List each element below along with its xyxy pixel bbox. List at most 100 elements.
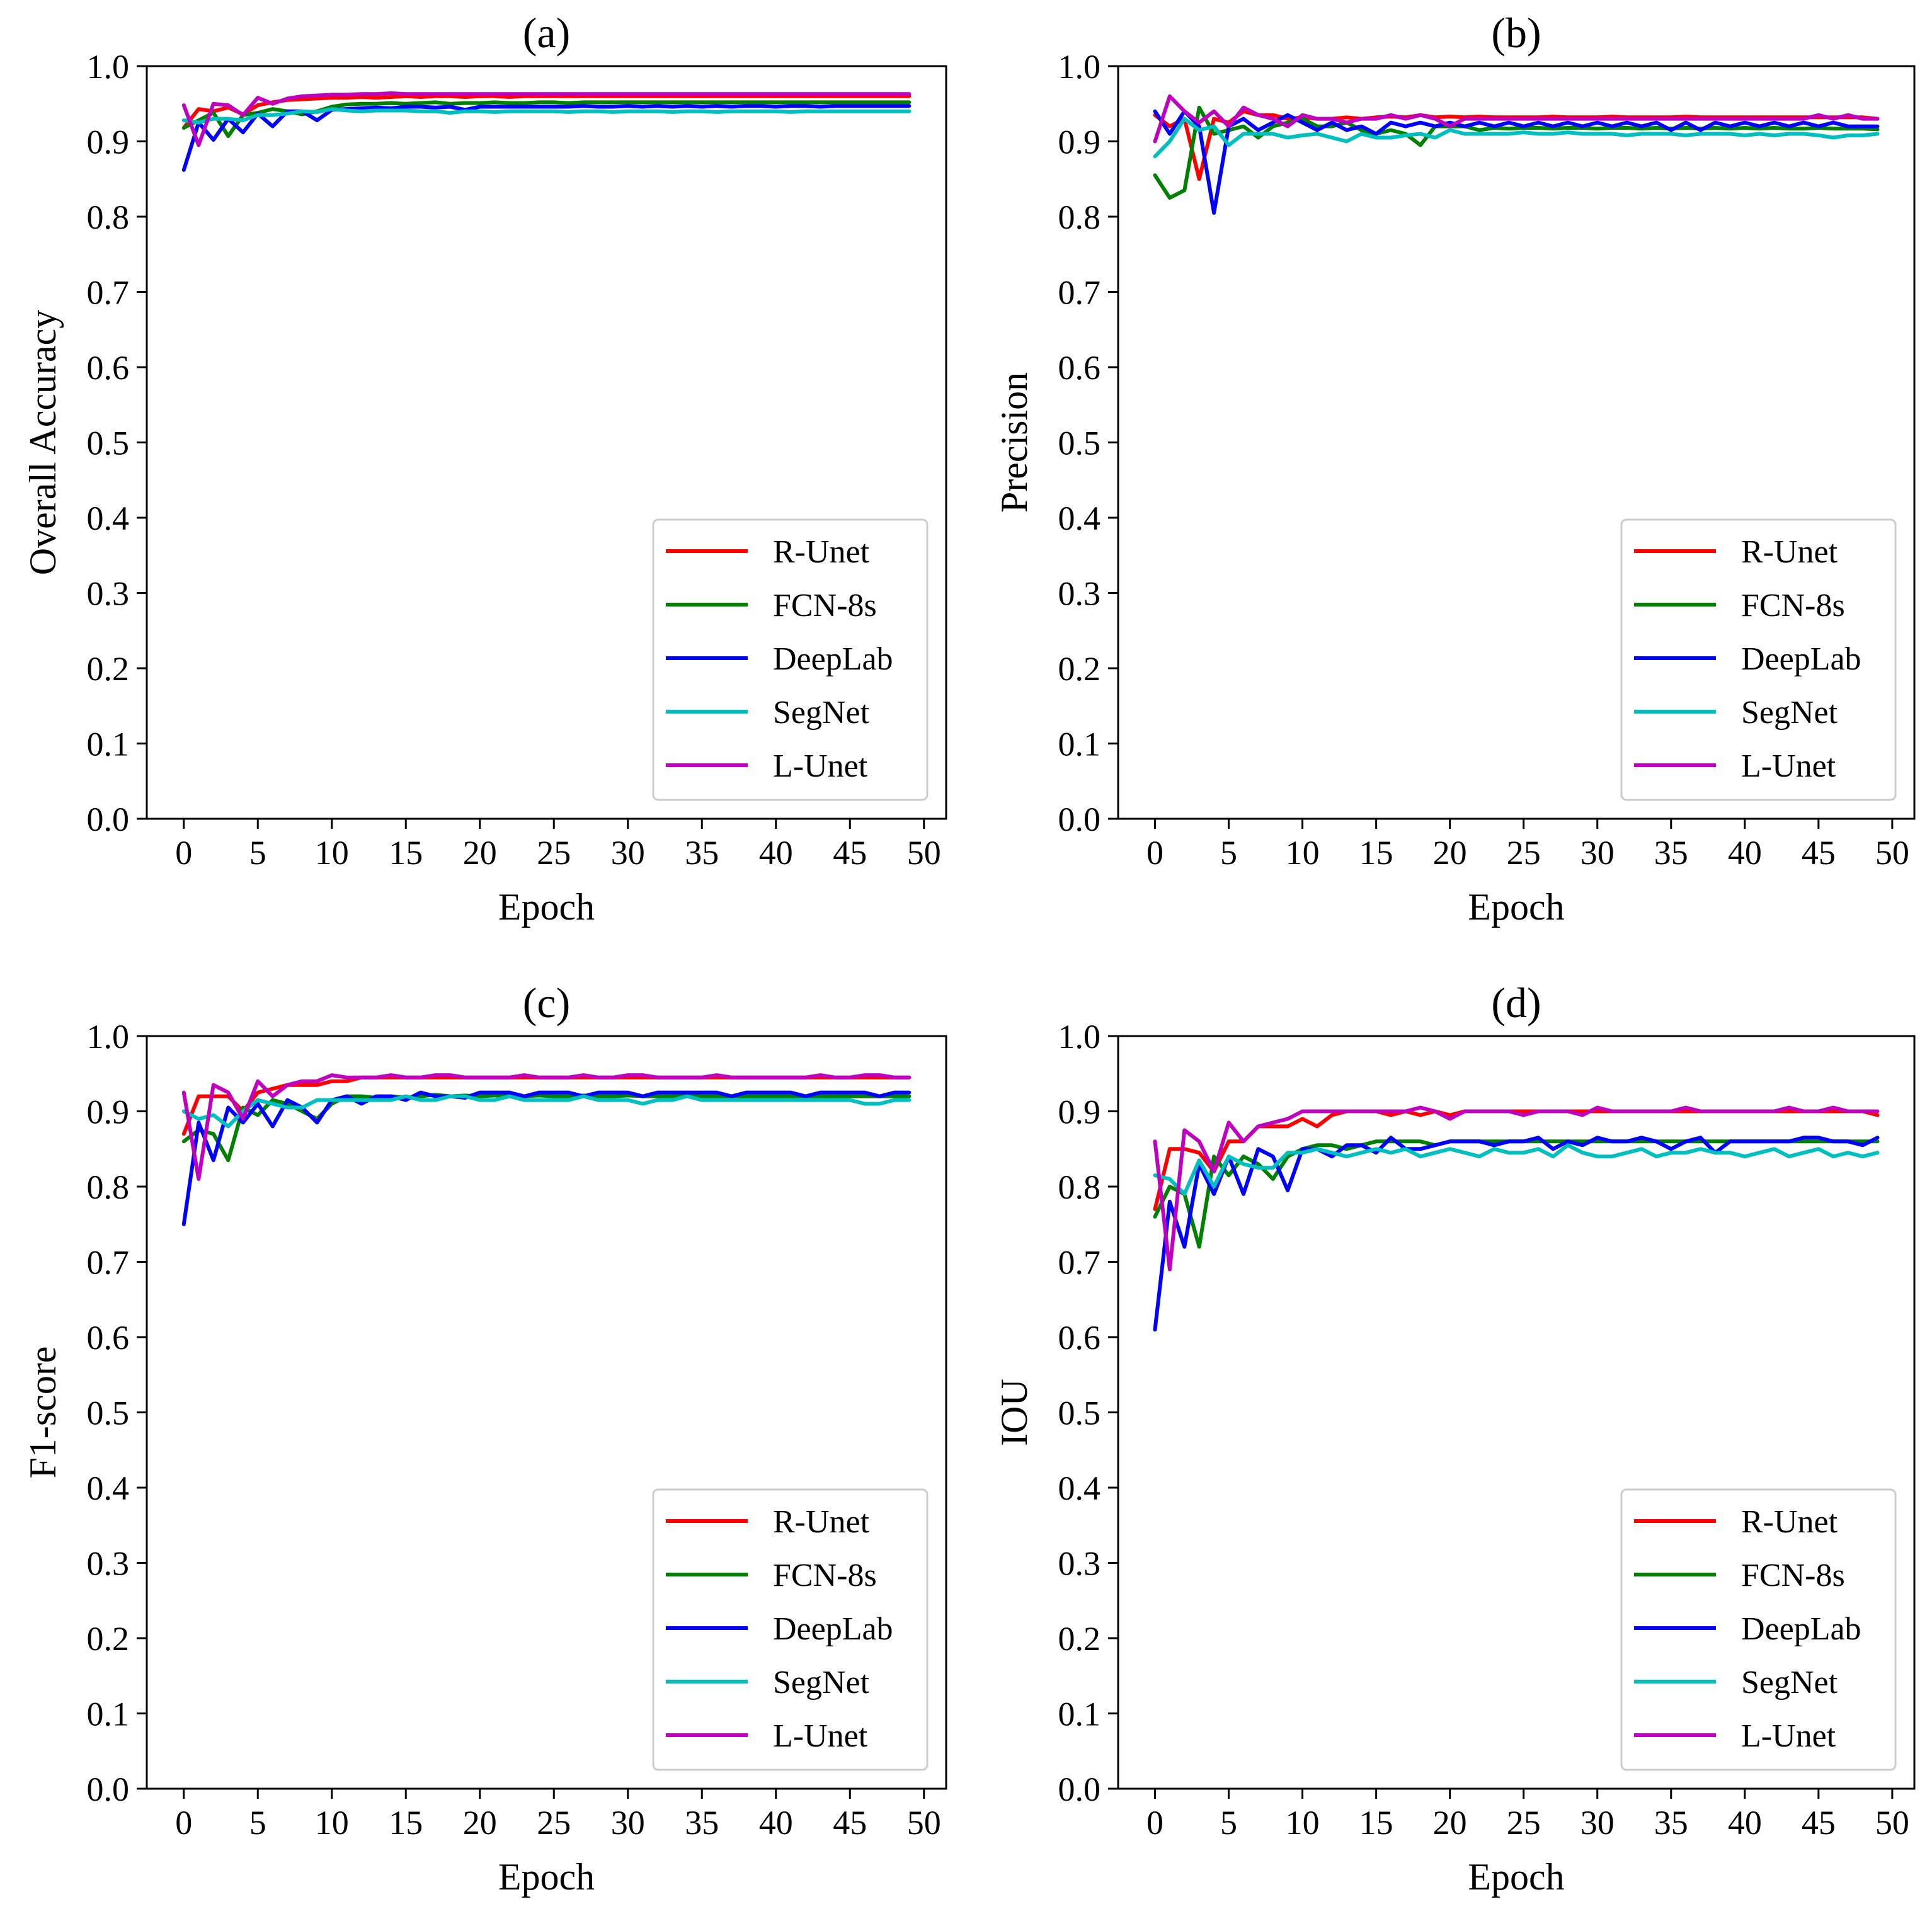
y-tick-label: 0.1 [87,1695,130,1733]
legend-box [1620,1488,1897,1771]
legend-label: DeepLab [773,1611,893,1647]
chart-title: (c) [523,979,570,1027]
chart-title: (b) [1491,9,1541,57]
legend-label: DeepLab [1741,641,1861,677]
y-tick-label: 0.8 [87,1168,130,1206]
y-axis-label: IOU [993,1379,1035,1446]
y-tick-label: 0.0 [1058,801,1101,838]
legend-label: DeepLab [773,641,893,677]
y-tick-label: 0.4 [87,499,130,537]
x-tick-label: 50 [1875,1804,1909,1842]
x-tick-label: 5 [249,834,266,872]
x-tick-label: 25 [537,1804,571,1842]
x-tick-label: 35 [1654,834,1688,872]
x-tick-label: 20 [1433,834,1467,872]
x-axis-label: Epoch [1468,1856,1564,1898]
legend-label: FCN-8s [773,1558,877,1593]
y-tick-label: 0.2 [1058,1620,1101,1658]
chart-title: (d) [1491,979,1541,1027]
y-tick-label: 0.5 [87,1394,130,1432]
x-tick-label: 25 [537,834,571,872]
legend-label: L-Unet [1741,748,1836,784]
series-line-segnet [1153,1143,1880,1196]
y-tick-label: 0.4 [1058,499,1101,537]
y-tick-label: 0.3 [87,575,130,613]
y-tick-label: 0.6 [1058,349,1101,387]
y-tick-label: 0.0 [87,801,130,838]
chart-panel: (d) 0 5 10 15 20 25 30 35 40 45 50 0.0 0.1 0.2 0.3 0.4 0.… [993,979,1916,1898]
x-tick-label: 35 [1654,1804,1688,1842]
y-tick-label: 0.5 [1058,425,1101,462]
y-tick-label: 0.3 [87,1545,130,1583]
y-tick-label: 0.9 [87,1093,130,1131]
x-tick-label: 35 [685,1804,719,1842]
x-tick-label: 0 [175,834,192,872]
x-tick-label: 50 [907,834,941,872]
chart-panel: (b) 0 5 10 15 20 25 30 35 40 45 50 0.0 0.1 0.2 0.3 0.4 0.… [993,9,1916,928]
series-line-l-unet [181,91,912,147]
y-tick-label: 0.0 [87,1770,130,1808]
x-tick-label: 15 [389,834,423,872]
x-tick-label: 40 [1728,834,1762,872]
y-tick-label: 0.2 [87,1620,130,1658]
x-tick-label: 5 [1220,834,1237,872]
x-tick-label: 15 [1359,834,1393,872]
legend: R-Unet FCN-8s DeepLab SegNet L-Unet [652,1488,929,1771]
x-axis-label: Epoch [1468,886,1564,928]
plot-frame [146,1035,947,1790]
legend-label: L-Unet [773,1718,868,1754]
x-tick-label: 20 [1433,1804,1467,1842]
y-tick-label: 0.5 [87,425,130,462]
y-tick-label: 0.7 [1058,1244,1101,1282]
y-tick-label: 0.1 [87,726,130,763]
x-tick-label: 10 [1286,834,1320,872]
legend-label: L-Unet [773,748,868,784]
x-tick-label: 40 [759,834,793,872]
series-line-deeplab [181,1090,912,1226]
y-tick-label: 0.1 [1058,726,1101,763]
y-tick-label: 0.9 [1058,123,1101,161]
x-axis-label: Epoch [498,1856,595,1898]
series-line-deeplab [1153,1136,1880,1332]
series-line-r-unet [181,94,912,130]
series-line-r-unet [1153,109,1880,181]
legend-label: R-Unet [1741,1504,1838,1540]
x-tick-label: 30 [611,834,645,872]
x-tick-label: 10 [315,834,349,872]
legend-box [652,1488,929,1771]
y-tick-label: 0.6 [87,1319,130,1357]
x-tick-label: 0 [1146,834,1163,872]
y-tick-label: 0.4 [87,1469,130,1507]
series-line-fcn-8s [1153,1139,1880,1249]
y-tick-label: 1.0 [1058,48,1101,86]
y-tick-label: 0.2 [1058,650,1101,688]
x-tick-label: 0 [1146,1804,1163,1842]
legend-label: SegNet [1741,695,1838,731]
x-tick-label: 45 [1802,1804,1836,1842]
y-tick-label: 0.3 [1058,575,1101,613]
x-tick-label: 15 [1359,1804,1393,1842]
series-line-l-unet [181,1073,912,1181]
x-tick-label: 50 [1875,834,1909,872]
y-tick-label: 0.9 [1058,1093,1101,1131]
plot-frame [146,65,947,820]
legend-label: FCN-8s [1741,1558,1845,1593]
legend-label: R-Unet [773,534,870,570]
legend-label: SegNet [1741,1665,1838,1701]
series-line-l-unet [1153,1105,1880,1272]
legend-label: L-Unet [1741,1718,1836,1754]
y-tick-label: 0.8 [1058,198,1101,236]
x-tick-label: 45 [833,1804,867,1842]
series-line-l-unet [1153,94,1880,144]
legend-label: SegNet [773,1665,870,1701]
x-tick-label: 30 [1580,1804,1615,1842]
series-line-segnet [1153,117,1880,159]
legend-box [652,518,929,801]
x-tick-label: 0 [175,1804,192,1842]
y-tick-label: 0.8 [1058,1168,1101,1206]
y-tick-label: 1.0 [87,1018,130,1056]
x-tick-label: 45 [1802,834,1836,872]
legend-label: DeepLab [1741,1611,1861,1647]
legend: R-Unet FCN-8s DeepLab SegNet L-Unet [652,518,929,801]
